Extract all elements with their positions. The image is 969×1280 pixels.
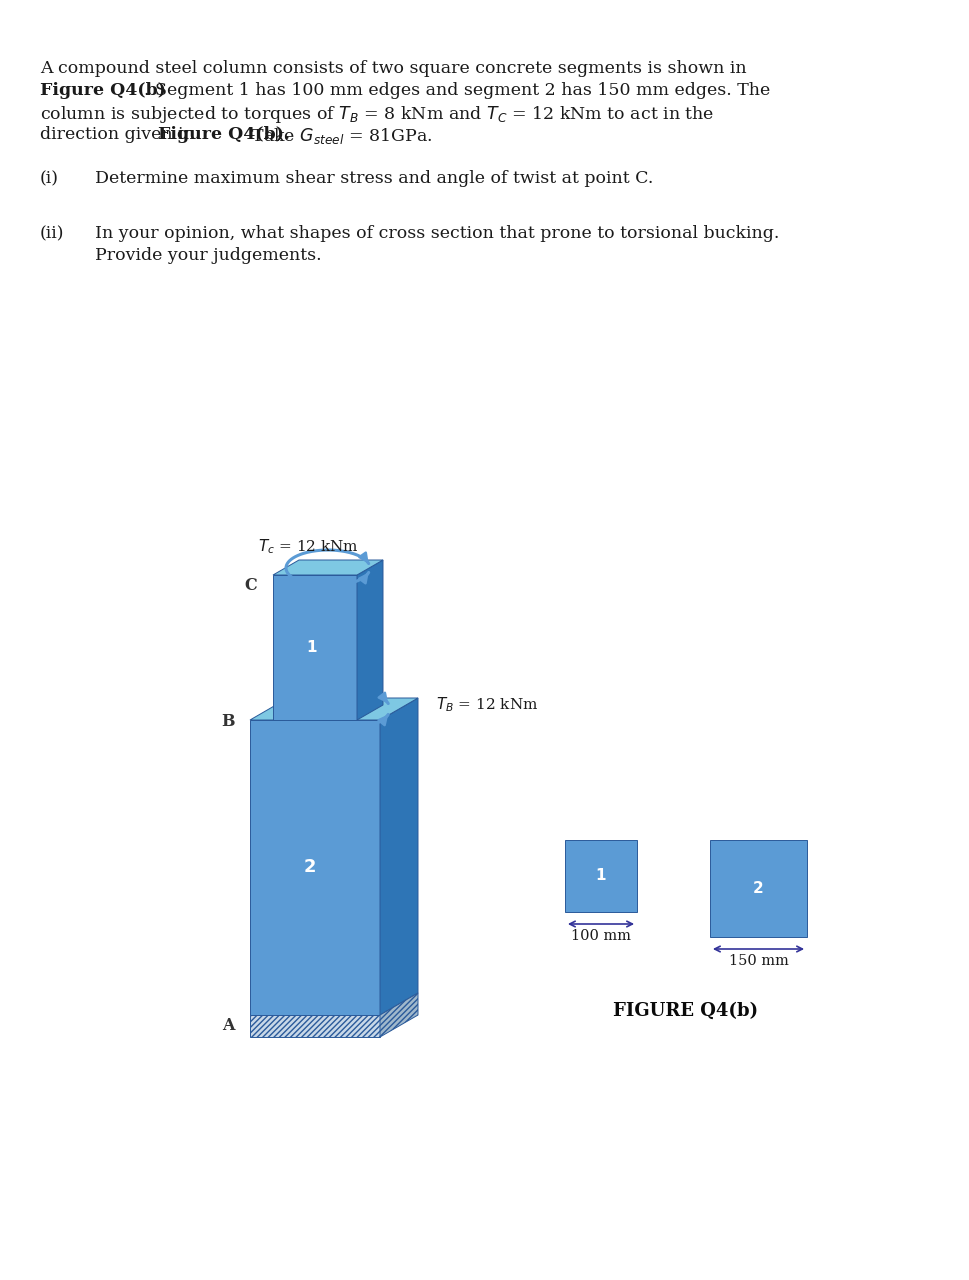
Text: C: C bbox=[244, 576, 257, 594]
Polygon shape bbox=[709, 840, 806, 937]
Text: (i): (i) bbox=[40, 170, 59, 187]
Text: Take $G_{steel}$ = 81GPa.: Take $G_{steel}$ = 81GPa. bbox=[246, 125, 432, 146]
Text: Figure Q4(b): Figure Q4(b) bbox=[40, 82, 166, 99]
Text: column is subjected to torques of $T_B$ = 8 kNm and $T_C$ = 12 kNm to act in the: column is subjected to torques of $T_B$ … bbox=[40, 104, 713, 125]
Text: Provide your judgements.: Provide your judgements. bbox=[95, 247, 322, 264]
Text: 150 mm: 150 mm bbox=[728, 954, 788, 968]
Text: . Segment 1 has 100 mm edges and segment 2 has 150 mm edges. The: . Segment 1 has 100 mm edges and segment… bbox=[143, 82, 769, 99]
Polygon shape bbox=[250, 719, 380, 1015]
Text: In your opinion, what shapes of cross section that prone to torsional bucking.: In your opinion, what shapes of cross se… bbox=[95, 225, 778, 242]
Text: $T_B$ = 12 kNm: $T_B$ = 12 kNm bbox=[435, 695, 538, 714]
Text: 1: 1 bbox=[595, 869, 606, 883]
Polygon shape bbox=[250, 1015, 380, 1037]
Text: direction given in: direction given in bbox=[40, 125, 201, 143]
Text: 2: 2 bbox=[752, 881, 763, 896]
Polygon shape bbox=[564, 840, 637, 911]
Text: (ii): (ii) bbox=[40, 225, 64, 242]
Polygon shape bbox=[272, 561, 383, 575]
Text: Figure Q4(b).: Figure Q4(b). bbox=[158, 125, 290, 143]
Text: A compound steel column consists of two square concrete segments is shown in: A compound steel column consists of two … bbox=[40, 60, 746, 77]
Text: 1: 1 bbox=[306, 640, 317, 655]
Text: B: B bbox=[221, 713, 234, 731]
Text: Determine maximum shear stress and angle of twist at point C.: Determine maximum shear stress and angle… bbox=[95, 170, 653, 187]
Polygon shape bbox=[250, 698, 418, 719]
Text: $T_c$ = 12 kNm: $T_c$ = 12 kNm bbox=[258, 538, 359, 556]
Polygon shape bbox=[357, 561, 383, 719]
Text: A: A bbox=[222, 1018, 234, 1034]
Polygon shape bbox=[380, 993, 418, 1037]
Text: 100 mm: 100 mm bbox=[571, 929, 631, 943]
Text: 2: 2 bbox=[303, 859, 316, 877]
Polygon shape bbox=[380, 698, 418, 1015]
Text: FIGURE Q4(b): FIGURE Q4(b) bbox=[612, 1002, 758, 1020]
Polygon shape bbox=[272, 575, 357, 719]
